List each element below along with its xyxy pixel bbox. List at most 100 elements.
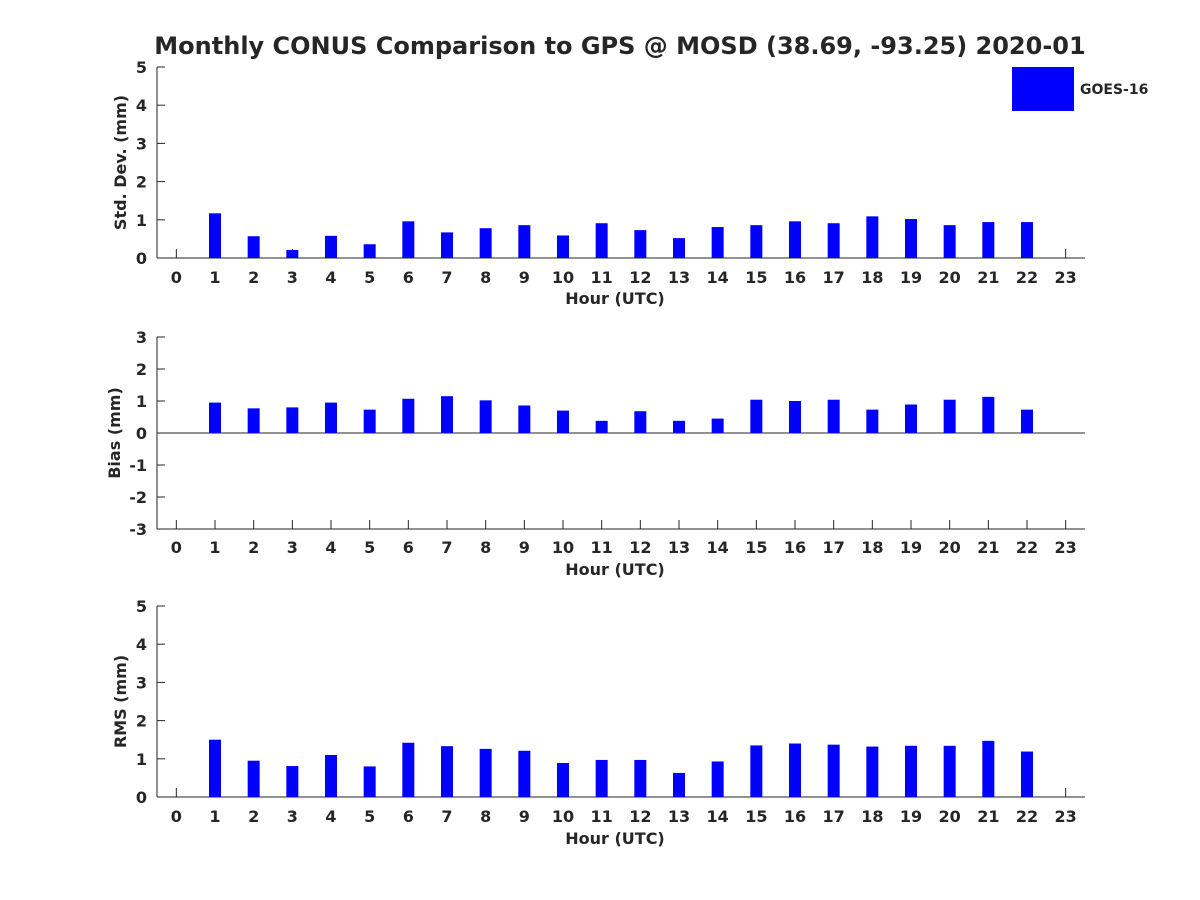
x-tick-label: 1 [209, 268, 220, 287]
x-tick-label: 5 [364, 538, 375, 557]
x-tick-label: 14 [707, 268, 729, 287]
x-tick-label: 16 [784, 807, 806, 826]
bar [209, 402, 221, 433]
x-tick-label: 13 [668, 807, 690, 826]
x-tick-label: 2 [248, 268, 259, 287]
bar [402, 221, 415, 258]
x-tick-label: 8 [480, 268, 491, 287]
x-tick-label: 20 [939, 268, 961, 287]
x-tick-label: 22 [1016, 268, 1038, 287]
x-tick-label: 13 [668, 268, 690, 287]
x-tick-label: 11 [591, 268, 613, 287]
bar [441, 746, 453, 797]
y-tick-label: -1 [129, 456, 147, 475]
y-tick-label: 1 [136, 211, 147, 230]
legend-label: GOES-16 [1080, 82, 1148, 98]
x-tick-label: 18 [861, 538, 883, 557]
bar [363, 409, 376, 433]
y-tick-label: 0 [136, 424, 147, 443]
x-tick-label: 10 [552, 538, 574, 557]
bar [827, 399, 840, 433]
x-tick-label: 4 [325, 807, 336, 826]
x-tick-label: 19 [900, 807, 922, 826]
y-tick-label: 4 [136, 635, 147, 654]
x-tick-label: 3 [287, 268, 298, 287]
bar [982, 222, 995, 258]
bar [905, 745, 917, 797]
bar [634, 759, 647, 797]
x-tick-label: 4 [325, 268, 336, 287]
y-axis-label: Std. Dev. (mm) [111, 95, 130, 230]
x-tick-label: 6 [403, 807, 414, 826]
x-tick-label: 17 [823, 538, 845, 557]
y-tick-label: 2 [136, 360, 147, 379]
bar [557, 235, 569, 258]
x-tick-label: 2 [248, 807, 259, 826]
x-axis-label: Hour (UTC) [565, 829, 665, 848]
x-tick-label: 5 [364, 268, 375, 287]
bar [711, 227, 724, 258]
bar [479, 748, 492, 797]
bar [1021, 409, 1033, 433]
legend: GOES-16 [1012, 67, 1148, 111]
y-tick-label: 1 [136, 392, 147, 411]
x-tick-label: 20 [939, 807, 961, 826]
x-tick-label: 7 [441, 807, 452, 826]
bar [866, 216, 879, 258]
bar [441, 396, 453, 433]
x-tick-label: 12 [629, 538, 651, 557]
bar [209, 739, 221, 797]
x-tick-label: 6 [403, 268, 414, 287]
x-tick-label: 3 [287, 538, 298, 557]
y-tick-label: 2 [136, 712, 147, 731]
bar [827, 223, 840, 258]
bar [247, 408, 260, 433]
bar [866, 746, 879, 797]
bar [711, 418, 724, 433]
y-tick-label: 4 [136, 96, 147, 115]
y-tick-label: 0 [136, 788, 147, 807]
x-axis-label: Hour (UTC) [565, 560, 665, 579]
bar [634, 411, 647, 433]
bar [441, 232, 453, 258]
bar [557, 763, 569, 797]
bar [479, 400, 492, 433]
y-tick-label: 2 [136, 173, 147, 192]
y-axis-label: RMS (mm) [111, 655, 130, 748]
x-tick-label: 4 [325, 538, 336, 557]
x-tick-label: 11 [591, 807, 613, 826]
bar [595, 420, 608, 433]
bar [789, 401, 801, 433]
y-axis-label: Bias (mm) [105, 387, 124, 479]
x-tick-label: 23 [1055, 538, 1077, 557]
x-tick-label: 15 [745, 538, 767, 557]
x-tick-label: 12 [629, 268, 651, 287]
x-tick-label: 10 [552, 268, 574, 287]
bar [866, 409, 879, 433]
y-tick-label: -2 [129, 488, 147, 507]
y-tick-label: 0 [136, 249, 147, 268]
bar [363, 244, 376, 258]
bar [750, 745, 763, 797]
bar [286, 249, 299, 258]
x-tick-label: 15 [745, 268, 767, 287]
y-tick-label: 5 [136, 597, 147, 616]
bar [905, 219, 917, 258]
x-tick-label: 10 [552, 807, 574, 826]
bar [905, 404, 917, 433]
x-tick-label: 0 [171, 268, 182, 287]
bar [557, 410, 569, 433]
bar [750, 225, 763, 258]
bar [1021, 751, 1033, 797]
x-tick-label: 19 [900, 268, 922, 287]
bar [209, 213, 221, 258]
y-tick-label: 5 [136, 58, 147, 77]
x-tick-label: 1 [209, 538, 220, 557]
x-tick-label: 5 [364, 807, 375, 826]
x-tick-label: 7 [441, 268, 452, 287]
bar [286, 766, 299, 797]
x-tick-label: 21 [977, 268, 999, 287]
